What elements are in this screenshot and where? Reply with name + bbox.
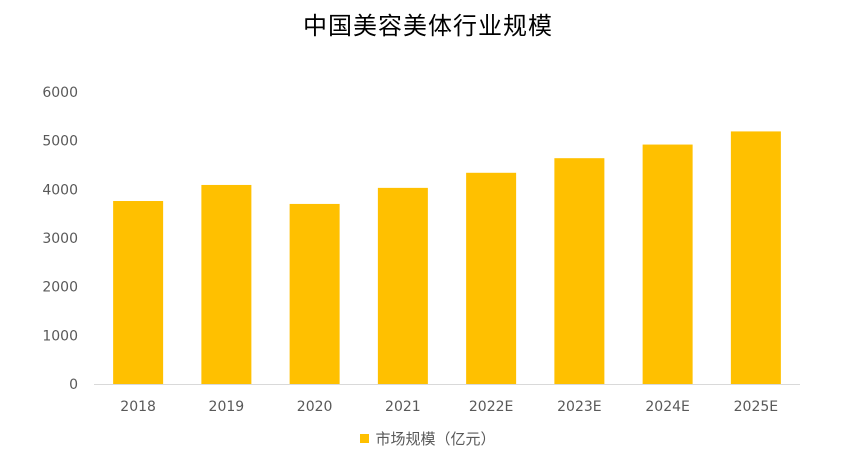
legend-swatch (360, 434, 370, 443)
x-tick-label: 2022E (469, 399, 513, 415)
y-tick-label: 4000 (42, 182, 78, 198)
bars (113, 131, 781, 384)
x-tick-label: 2020 (297, 399, 333, 415)
bar-2018 (113, 201, 164, 384)
bar-2023E (554, 158, 605, 384)
legend: 市场规模（亿元） (0, 428, 856, 449)
bar-2025E (730, 131, 781, 384)
y-tick-label: 6000 (42, 85, 78, 101)
y-tick-label: 5000 (42, 134, 78, 150)
bar-2021 (377, 187, 428, 384)
y-tick-label: 0 (69, 377, 78, 393)
bar-2024E (642, 144, 693, 384)
bar-2022E (466, 172, 517, 384)
legend-label: 市场规模（亿元） (375, 430, 496, 448)
x-tick-label: 2025E (734, 399, 778, 415)
y-tick-label: 1000 (42, 328, 78, 344)
x-tick-label: 2023E (557, 399, 601, 415)
bar-2019 (201, 184, 252, 384)
y-tick-label: 2000 (42, 280, 78, 296)
x-axis-ticks: 2018 2019 2020 2021 2022E 2023E 2024E 2025E (120, 399, 778, 415)
x-tick-label: 2024E (645, 399, 689, 415)
x-tick-label: 2018 (120, 399, 156, 415)
y-axis-ticks: 0 1000 2000 3000 4000 5000 6000 (42, 85, 78, 393)
chart-title: 中国美容美体行业规模 (303, 12, 553, 40)
x-tick-label: 2019 (209, 399, 245, 415)
bar-2020 (289, 203, 340, 384)
y-tick-label: 3000 (42, 231, 78, 247)
x-tick-label: 2021 (385, 399, 421, 415)
